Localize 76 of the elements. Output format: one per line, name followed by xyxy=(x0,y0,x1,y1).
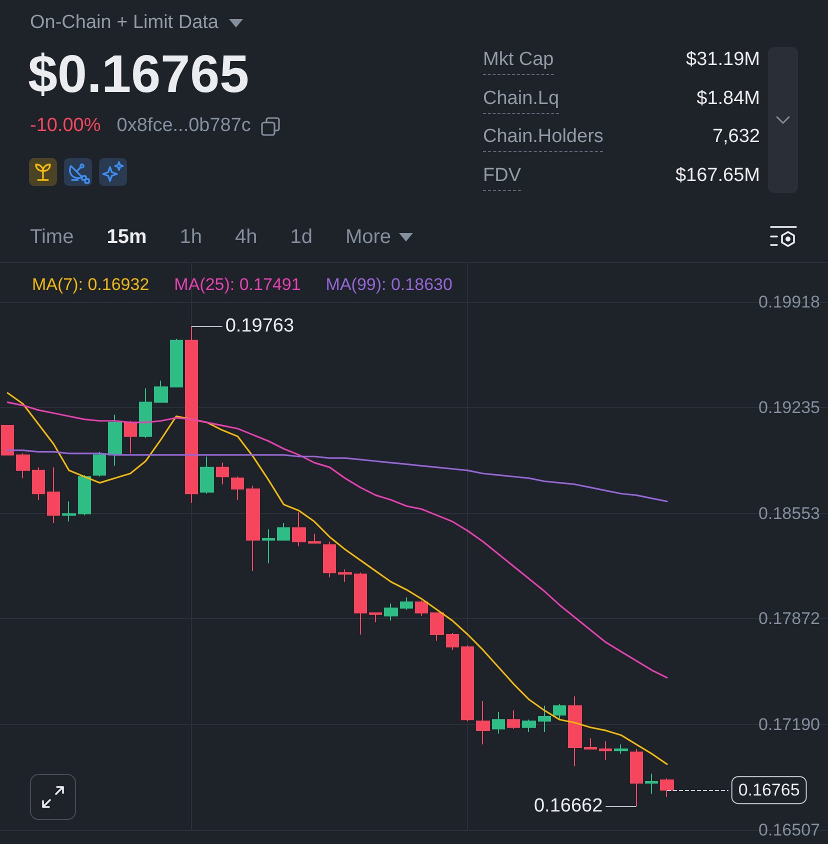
text: 7,632 xyxy=(712,125,760,150)
candlestick xyxy=(62,500,76,522)
y-tick-label: 0.18553 xyxy=(758,504,820,523)
text: MA(99): 0.18630 xyxy=(326,275,452,294)
candlestick xyxy=(645,773,658,794)
text: More xyxy=(345,225,392,250)
text: Chain.Holders xyxy=(483,125,604,152)
candlestick xyxy=(584,738,597,750)
candlestick xyxy=(461,644,474,722)
candlestick xyxy=(1,425,14,456)
candlestick xyxy=(338,568,352,582)
candlestick xyxy=(185,326,198,504)
line-series xyxy=(6,402,668,678)
candlestick xyxy=(262,528,275,564)
ref-line-label: 0.16765 xyxy=(738,780,800,800)
candlestick xyxy=(292,512,306,547)
candlestick xyxy=(630,748,643,807)
candlestick xyxy=(538,705,551,733)
y-tick-label: 0.19918 xyxy=(758,292,820,312)
candlestick xyxy=(246,485,260,572)
candlestick xyxy=(660,778,674,798)
y-tick-label: 0.17872 xyxy=(758,609,820,628)
candlestick xyxy=(614,744,628,754)
candlestick xyxy=(400,596,413,610)
y-tick-label: 0.19235 xyxy=(758,398,820,418)
candlestick xyxy=(323,541,336,578)
candlestick xyxy=(139,388,152,438)
candlestick xyxy=(507,710,520,730)
candlestick xyxy=(47,466,60,524)
candlestick xyxy=(476,700,490,745)
candlestick xyxy=(277,522,290,541)
candlestick xyxy=(32,466,45,500)
candlestick xyxy=(354,572,367,635)
candlestick xyxy=(369,612,382,623)
text: 1h xyxy=(180,225,202,250)
candlestick xyxy=(108,414,122,466)
text: 1d xyxy=(290,225,312,250)
candlestick xyxy=(553,704,566,720)
chart-subtitle: $0.16765 xyxy=(28,44,250,106)
candlestick xyxy=(231,476,244,500)
candlestick xyxy=(568,696,582,767)
text: $31.19M xyxy=(686,48,760,72)
text: Mkt Cap xyxy=(483,48,554,75)
text: Chain.Lq xyxy=(483,86,560,114)
candlestick xyxy=(492,711,505,734)
text: MA(7): 0.16932 xyxy=(32,275,150,294)
line-series xyxy=(6,392,668,766)
line-series xyxy=(6,449,668,502)
candlestick xyxy=(599,740,612,760)
candlestick xyxy=(93,451,106,478)
text: 4h xyxy=(234,225,258,250)
text: 0x8fce...0b787c xyxy=(116,114,251,138)
text: Time xyxy=(30,225,74,250)
candlestick xyxy=(522,719,536,733)
y-tick-label: 0.17190 xyxy=(758,714,820,734)
candlestick xyxy=(384,603,398,622)
text: -10.00% xyxy=(30,114,101,138)
candlestick xyxy=(200,456,214,494)
text: $167.65M xyxy=(675,164,760,188)
candlestick xyxy=(154,380,168,403)
annotation: 0.19763 xyxy=(225,316,294,336)
text: FDV xyxy=(483,164,521,192)
candlestick xyxy=(308,533,321,544)
candlestick xyxy=(16,452,30,479)
y-tick-label: 0.16507 xyxy=(758,820,820,840)
candlestick xyxy=(415,600,428,616)
text: 15m xyxy=(106,225,147,250)
chart-title: On-Chain + Limit Data xyxy=(30,11,218,35)
annotation: 0.16662 xyxy=(534,796,603,817)
text: $1.84M xyxy=(696,86,760,111)
candlestick xyxy=(124,420,137,454)
candlestick xyxy=(170,338,183,388)
candlestick xyxy=(216,462,229,485)
candlestick xyxy=(430,612,444,642)
text: MA(25): 0.17491 xyxy=(174,275,301,294)
candlestick xyxy=(446,632,459,650)
